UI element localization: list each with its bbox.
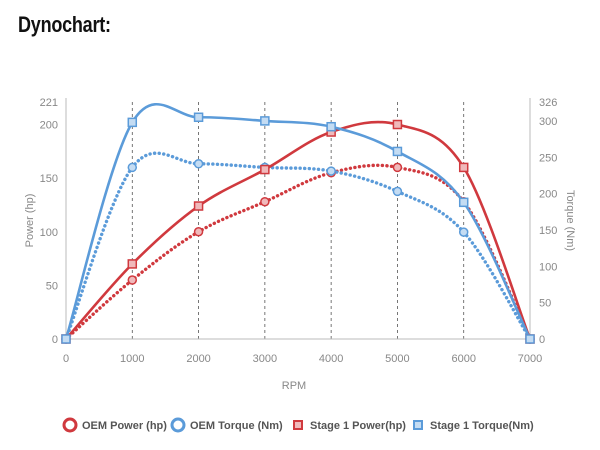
legend-circle-icon [62,417,78,433]
left-tick-label: 221 [40,97,58,109]
data-point[interactable] [458,227,469,237]
data-point[interactable] [193,112,204,123]
grid-lines [131,102,465,339]
data-point[interactable] [326,166,336,176]
right-tick-label: 200 [539,189,557,201]
left-tick-label: 150 [40,173,58,185]
legend-item-1[interactable]: OEM Torque (Nm) [170,417,283,433]
legend-item-0[interactable]: OEM Power (hp) [62,417,167,433]
legend-item-3[interactable]: Stage 1 Torque(Nm) [413,420,534,432]
series-markers [61,112,535,344]
data-point[interactable] [127,275,138,285]
data-point[interactable] [525,334,535,344]
legend-label: Stage 1 Power(hp) [310,420,406,432]
data-point[interactable] [127,259,138,269]
data-point[interactable] [61,334,71,344]
left-tick-label: 0 [52,334,58,346]
data-point[interactable] [260,116,270,126]
x-tick-label: 0 [63,353,69,365]
data-point[interactable] [392,119,403,130]
series-line-1 [64,151,532,341]
data-point[interactable] [193,227,204,237]
right-tick-label: 50 [539,298,551,310]
data-point[interactable] [392,162,403,173]
page-title: Dynochart: [18,12,111,37]
x-tick-label: 4000 [319,353,343,365]
x-tick-label: 5000 [385,353,409,365]
legend-label: OEM Power (hp) [82,420,167,432]
right-tick-label: 0 [539,334,545,346]
legend-square-icon [413,420,423,430]
axes [65,98,531,340]
chart-legend[interactable]: OEM Power (hp) OEM Torque (Nm) Stage 1 Pow… [62,417,534,433]
legend-label: OEM Torque (Nm) [190,420,283,432]
right-axis-title: Torque (Nm) [564,190,576,251]
series-line-0 [64,163,532,341]
data-point[interactable] [392,186,403,197]
right-tick-label: 250 [539,152,557,164]
x-axis-title: RPM [282,380,306,392]
legend-label: Stage 1 Torque(Nm) [430,420,534,432]
data-point[interactable] [193,201,204,211]
left-tick-label: 200 [40,120,58,132]
data-point[interactable] [193,159,204,169]
data-point[interactable] [458,162,469,173]
right-tick-label: 100 [539,261,557,273]
data-point[interactable] [458,197,469,208]
data-point[interactable] [260,196,270,207]
left-tick-label: 100 [40,227,58,239]
legend-circle-icon [170,417,186,433]
series-lines [64,102,532,341]
right-tick-label: 150 [539,225,557,237]
axis-labels: 0 1000 2000 3000 4000 5000 6000 700005010015020… [24,97,576,392]
right-tick-label: 326 [539,97,557,109]
right-tick-label: 300 [539,116,557,128]
legend-item-2[interactable]: Stage 1 Power(hp) [293,420,406,432]
x-tick-label: 1000 [120,353,144,365]
data-point[interactable] [260,164,270,175]
data-point[interactable] [127,117,138,128]
x-tick-label: 3000 [253,353,277,365]
legend-square-icon [293,420,303,430]
left-tick-label: 50 [46,280,58,292]
x-tick-label: 2000 [186,353,210,365]
x-tick-label: 6000 [451,353,475,365]
series-line-3 [64,102,532,341]
data-point[interactable] [326,121,336,132]
data-point[interactable] [392,146,403,157]
x-tick-label: 7000 [518,353,542,365]
left-axis-title: Power (hp) [24,194,36,248]
data-point[interactable] [127,162,138,173]
